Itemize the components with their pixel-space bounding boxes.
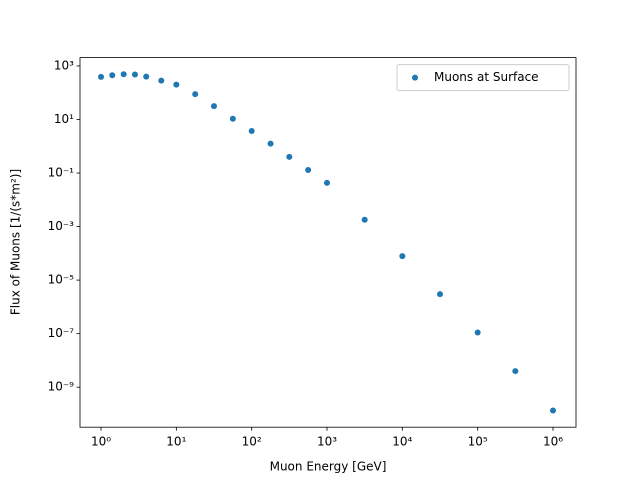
- data-point: [173, 81, 180, 88]
- data-point: [143, 73, 150, 80]
- x-tick-label: 10²: [242, 435, 262, 449]
- y-tick-label: 10¹: [54, 112, 74, 126]
- data-point: [248, 128, 255, 135]
- data-point: [361, 216, 368, 223]
- data-point: [131, 71, 138, 78]
- y-tick-label: 10⁻⁷: [48, 326, 75, 340]
- data-point: [192, 91, 199, 98]
- x-tick-label: 10⁰: [91, 435, 111, 449]
- x-tick-label: 10¹: [166, 435, 186, 449]
- data-point: [120, 71, 127, 78]
- x-tick-label: 10⁴: [392, 435, 412, 449]
- data-point: [324, 179, 331, 186]
- y-tick-label: 10⁻¹: [48, 166, 75, 180]
- data-point: [399, 253, 406, 260]
- y-tick-label: 10³: [54, 58, 74, 72]
- data-point: [512, 368, 519, 375]
- y-tick-label: 10⁻⁵: [48, 273, 75, 287]
- x-axis-label: Muon Energy [GeV]: [270, 460, 387, 474]
- data-point: [286, 153, 293, 160]
- legend-box: [396, 64, 570, 92]
- data-point: [305, 166, 312, 173]
- data-point: [98, 73, 105, 80]
- x-tick-label: 10³: [317, 435, 337, 449]
- plot-frame: [79, 57, 577, 428]
- data-point: [158, 77, 165, 84]
- x-tick-label: 10⁵: [468, 435, 488, 449]
- data-point: [437, 291, 444, 298]
- data-point: [474, 329, 481, 336]
- y-axis-label: Flux of Muons [1/(s*m²)]: [9, 169, 23, 315]
- data-point: [229, 115, 236, 122]
- y-tick-label: 10⁻⁹: [48, 380, 75, 394]
- data-point: [210, 103, 217, 110]
- legend-marker: [412, 74, 418, 81]
- data-point: [267, 140, 274, 147]
- data-point: [109, 72, 116, 79]
- x-tick-label: 10⁶: [543, 435, 563, 449]
- legend-label: Muons at Surface: [434, 70, 539, 84]
- y-tick-label: 10⁻³: [48, 219, 75, 233]
- data-point: [549, 407, 556, 414]
